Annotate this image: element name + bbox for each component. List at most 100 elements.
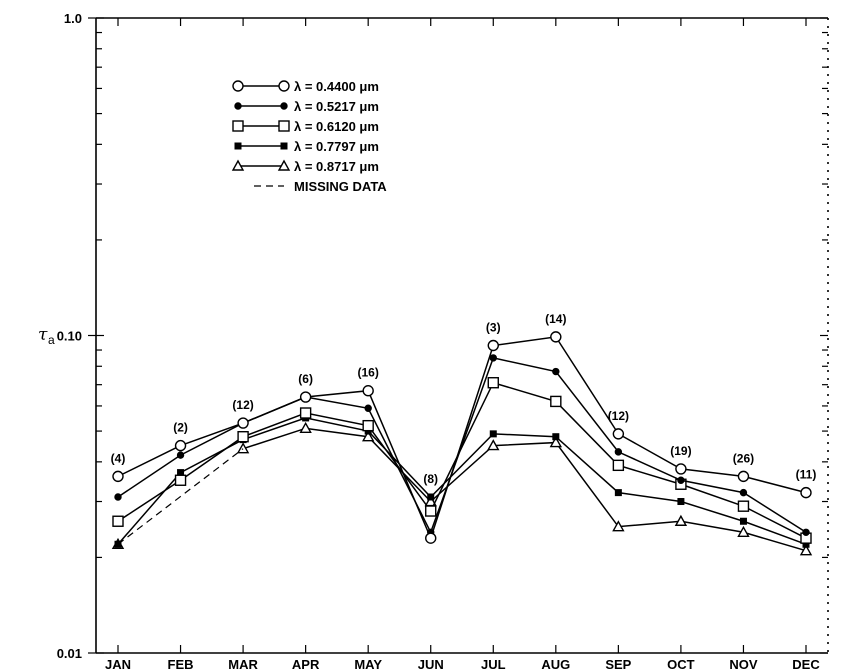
sample-count-label: (8) <box>423 472 438 486</box>
marker-open-circle <box>278 80 290 92</box>
legend-item-2: λ = 0.5217 μm <box>234 99 379 114</box>
marker-open-triangle <box>549 436 563 448</box>
marker-filled-square <box>177 469 185 477</box>
legend-label: λ = 0.8717 μm <box>294 159 379 174</box>
marker-open-square <box>550 395 562 408</box>
sample-count-label: (19) <box>670 444 691 458</box>
x-tick-label: NOV <box>729 657 758 671</box>
legend-label: λ = 0.5217 μm <box>294 99 379 114</box>
marker-open-circle <box>737 470 750 483</box>
marker-open-circle <box>237 417 249 429</box>
sample-count-label: (16) <box>358 366 379 380</box>
series-line <box>242 427 807 552</box>
marker-filled-circle <box>364 404 372 412</box>
x-tick-label: MAR <box>228 657 258 671</box>
marker-filled-circle <box>114 493 122 501</box>
missing-data-segment <box>117 448 244 545</box>
marker-filled-circle <box>802 528 810 536</box>
y-tick-label: 0.01 <box>57 646 82 661</box>
marker-filled-circle <box>176 451 185 459</box>
marker-open-circle <box>174 439 187 452</box>
marker-open-circle <box>362 385 374 397</box>
legend-item-3: λ = 0.6120 μm <box>232 119 379 134</box>
marker-open-triangle <box>487 439 500 451</box>
marker-open-square <box>737 500 750 512</box>
x-tick-label: AUG <box>541 657 570 671</box>
marker-filled-circle <box>739 488 748 497</box>
marker-open-square <box>487 377 499 389</box>
x-tick-label: APR <box>292 657 320 671</box>
y-axis-label-subscript: a <box>48 333 55 347</box>
marker-filled-circle <box>234 102 242 110</box>
marker-open-triangle <box>799 544 813 556</box>
marker-filled-square <box>802 540 810 548</box>
marker-open-triangle <box>277 159 291 171</box>
y-axis-label-symbol: τ <box>38 325 48 345</box>
marker-filled-square <box>739 517 747 525</box>
legend-label: MISSING DATA <box>294 179 387 194</box>
marker-open-triangle <box>674 514 688 526</box>
marker-filled-square <box>489 430 497 438</box>
legend-label: λ = 0.7797 μm <box>294 139 379 154</box>
axes <box>95 17 829 654</box>
marker-filled-circle <box>552 367 560 376</box>
legend: λ = 0.4400 μm λ = 0.5217 μm λ = 0.6120 μm λ… <box>231 79 387 194</box>
marker-open-circle <box>112 470 124 483</box>
marker-filled-square <box>552 433 560 441</box>
marker-filled-square <box>234 142 242 150</box>
marker-open-square <box>232 120 244 132</box>
sample-count-label: (26) <box>733 451 754 465</box>
marker-filled-circle <box>489 354 497 362</box>
marker-open-circle <box>800 486 812 499</box>
sample-count-labels: (4) (2) (12) (6) (16) (8) (3) (14) (12) (19) (26) (… <box>111 312 817 486</box>
x-tick-label: JAN <box>105 657 131 671</box>
sample-count-label: (4) <box>111 451 126 465</box>
series-line <box>117 381 807 539</box>
x-tick-label: DEC <box>792 657 820 671</box>
sample-count-label: (2) <box>173 421 188 435</box>
sample-count-label: (11) <box>796 468 817 482</box>
marker-filled-circle <box>614 448 623 456</box>
marker-open-triangle <box>299 421 312 434</box>
sample-count-label: (14) <box>545 312 566 326</box>
series-1 <box>112 331 812 544</box>
series-line <box>117 417 807 545</box>
legend-label: λ = 0.6120 μm <box>294 119 379 134</box>
marker-filled-circle <box>280 102 288 110</box>
sample-count-label: (12) <box>232 398 253 412</box>
marker-open-triangle <box>737 525 750 537</box>
sample-count-label: (3) <box>486 321 501 335</box>
marker-open-square <box>425 505 437 517</box>
marker-filled-square <box>614 489 622 497</box>
marker-open-circle <box>612 428 625 440</box>
legend-item-missing-data: MISSING DATA <box>254 179 387 194</box>
x-tick-label: JUL <box>481 657 506 671</box>
legend-item-1: λ = 0.4400 μm <box>232 79 379 94</box>
marker-filled-square <box>677 498 685 506</box>
marker-open-square <box>299 407 312 419</box>
y-axis-ticks: 1.0 0.10 0.01 <box>57 11 828 661</box>
marker-open-triangle <box>361 430 375 442</box>
sample-count-label: (12) <box>608 409 629 423</box>
series-3 <box>112 377 812 544</box>
x-axis-ticks: JAN FEB MAR APR MAY JUN JUL AUG SEP OCT NOV DEC <box>105 18 820 671</box>
y-tick-label: 1.0 <box>64 11 82 26</box>
series-layer <box>111 331 813 556</box>
marker-open-square <box>112 515 124 527</box>
legend-label: λ = 0.4400 μm <box>294 79 379 94</box>
marker-open-triangle <box>236 442 250 454</box>
x-tick-label: MAY <box>354 657 382 671</box>
marker-open-circle <box>550 331 562 343</box>
x-tick-label: JUN <box>418 657 444 671</box>
series-line <box>117 357 807 535</box>
y-tick-label: 0.10 <box>57 329 82 344</box>
marker-open-triangle <box>612 520 625 532</box>
marker-open-triangle <box>231 159 245 171</box>
marker-filled-circle <box>677 476 685 484</box>
x-tick-label: OCT <box>667 657 695 671</box>
marker-open-square <box>237 431 249 443</box>
series-5 <box>111 421 813 556</box>
marker-open-square <box>612 459 625 472</box>
marker-open-square <box>278 120 290 132</box>
